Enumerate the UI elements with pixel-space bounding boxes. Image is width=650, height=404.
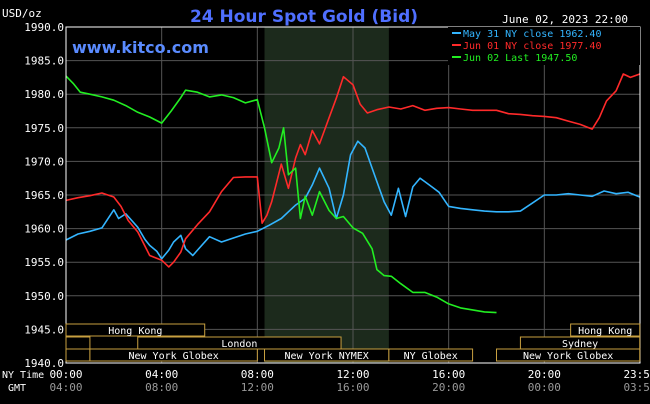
session-bar <box>65 323 206 337</box>
ny-time-tick-label: 20:00 <box>528 368 561 381</box>
gmt-tick-label: 04:00 <box>49 381 82 394</box>
date-stamp: June 02, 2023 22:00 <box>502 13 628 26</box>
market-session: Sydney <box>519 336 641 350</box>
ny-time-tick-label: 23:59 <box>623 368 650 381</box>
session-bar <box>89 348 258 362</box>
ny-time-tick-label: 16:00 <box>432 368 465 381</box>
market-session <box>65 336 91 350</box>
legend-box <box>448 27 640 65</box>
session-bar <box>388 348 474 362</box>
session-label: London <box>221 339 257 350</box>
market-session: New York Globex <box>496 348 641 362</box>
session-label: Hong Kong <box>578 326 632 337</box>
gmt-tick-label: 03:59 <box>623 381 650 394</box>
ny-time-tick-label: 12:00 <box>336 368 369 381</box>
legend-entry: Jun 01 NY close 1977.40 <box>463 41 601 52</box>
market-session: London <box>137 336 342 350</box>
series-line-2 <box>65 73 641 268</box>
session-label: New York NYMEX <box>285 351 369 362</box>
gmt-tick-label: 20:00 <box>432 381 465 394</box>
legend-entry: May 31 NY close 1962.40 <box>463 29 601 40</box>
gmt-tick-label: 16:00 <box>336 381 369 394</box>
series-line-3 <box>65 75 497 314</box>
gmt-tick-label: 08:00 <box>145 381 178 394</box>
gmt-tick-label: 12:00 <box>241 381 274 394</box>
session-label: Sydney <box>562 339 598 350</box>
y-tick-label: 1945.0 <box>24 323 64 336</box>
session-label: New York Globex <box>523 351 613 362</box>
y-tick-label: 1950.0 <box>24 290 64 303</box>
y-tick-label: 1940.0 <box>24 357 64 370</box>
session-bar <box>65 348 91 362</box>
y-tick-label: 1955.0 <box>24 256 64 269</box>
ny-time-tick-label: 08:00 <box>241 368 274 381</box>
market-session <box>65 348 91 362</box>
session-bar <box>570 323 641 337</box>
y-tick-label: 1980.0 <box>24 88 64 101</box>
session-label: NY Globex <box>404 351 458 362</box>
gmt-label: GMT <box>8 383 26 394</box>
market-session: Hong Kong <box>65 323 206 337</box>
market-session: Hong Kong <box>570 323 641 337</box>
y-tick-label: 1970.0 <box>24 155 64 168</box>
session-bar <box>65 336 91 350</box>
y-tick-label: 1960.0 <box>24 223 64 236</box>
session-label: New York Globex <box>128 351 218 362</box>
watermark-link[interactable]: www.kitco.com <box>72 38 209 57</box>
session-bar <box>496 348 641 362</box>
y-tick-label: 1985.0 <box>24 55 64 68</box>
market-session: NY Globex <box>388 348 474 362</box>
chart-title: 24 Hour Spot Gold (Bid) <box>190 7 418 27</box>
series-line-1 <box>65 140 641 260</box>
ny-time-tick-label: 00:00 <box>49 368 82 381</box>
plot-area-border <box>65 26 641 364</box>
y-tick-label: 1975.0 <box>24 122 64 135</box>
ny-time-label: NY Time <box>2 370 44 381</box>
y-tick-label: 1990.0 <box>24 21 64 34</box>
y-unit-label: USD/oz <box>2 7 42 20</box>
y-tick-label: 1965.0 <box>24 189 64 202</box>
legend-entry: Jun 02 Last 1947.50 <box>463 53 577 64</box>
gmt-tick-label: 00:00 <box>528 381 561 394</box>
market-session: New York NYMEX <box>264 348 390 362</box>
ny-time-tick-label: 04:00 <box>145 368 178 381</box>
market-session: New York Globex <box>89 348 258 362</box>
session-label: Hong Kong <box>108 326 162 337</box>
